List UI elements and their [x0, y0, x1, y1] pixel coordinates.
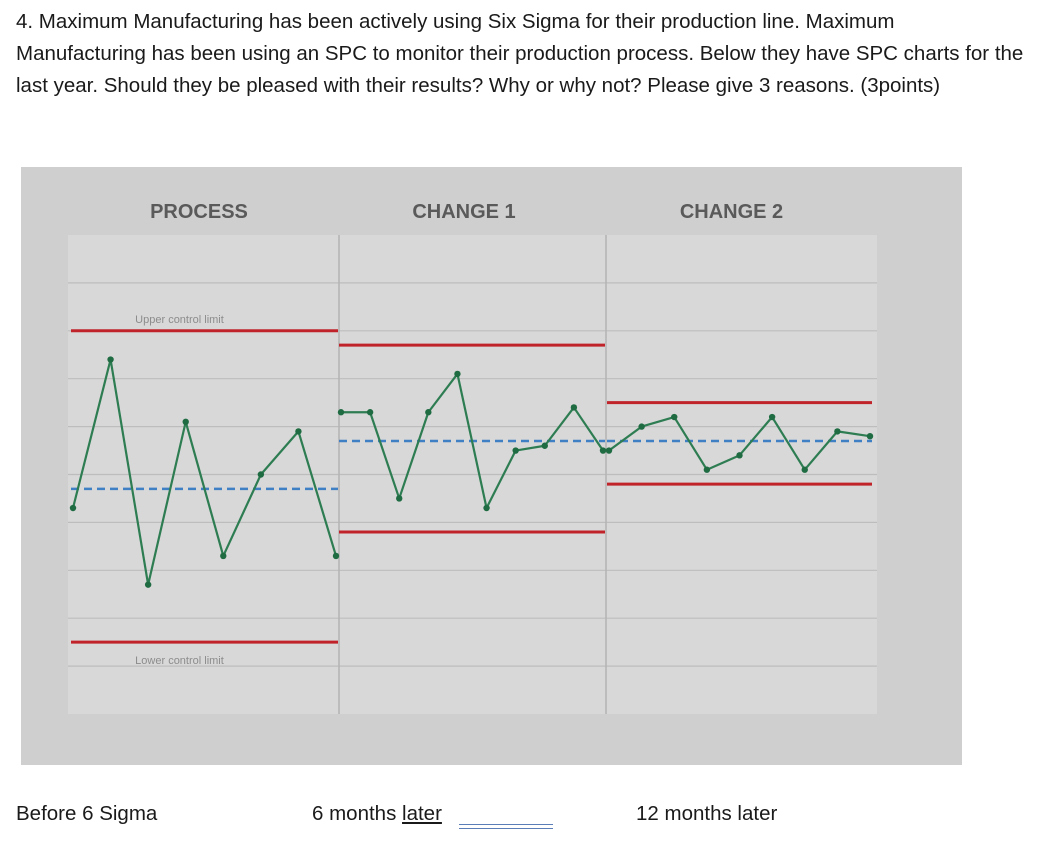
data-point: [703, 466, 711, 473]
upper-control-limit-label: Upper control limit: [135, 314, 224, 326]
data-point: [295, 428, 302, 435]
data-point: [570, 404, 578, 411]
caption-six-months-prefix: 6 months: [312, 802, 403, 825]
data-point: [638, 423, 645, 430]
data-point: [834, 428, 841, 435]
data-series-line: [71, 358, 338, 586]
caption-before-six-sigma: Before 6 Sigma: [16, 802, 158, 825]
caption-underline: [459, 824, 553, 829]
data-point: [541, 442, 548, 449]
data-point: [257, 471, 265, 478]
data-point: [107, 356, 114, 363]
data-point: [599, 447, 607, 454]
data-point: [454, 370, 461, 378]
spc-chart-svg: PROCESS Upper control limit Lower control …: [68, 201, 877, 714]
data-point: [425, 409, 432, 416]
data-point: [801, 466, 808, 473]
spc-chart: PROCESS Upper control limit Lower control …: [21, 167, 962, 765]
panel-title: CHANGE 1: [412, 201, 515, 223]
data-point: [866, 432, 874, 440]
question-text: 4. Maximum Manufacturing has been active…: [16, 10, 1024, 97]
data-point: [605, 447, 613, 454]
data-point: [220, 552, 227, 560]
data-point: [69, 504, 77, 512]
panel-title: CHANGE 2: [680, 201, 783, 223]
data-point: [736, 452, 743, 459]
data-point: [182, 418, 189, 426]
caption-six-months: 6 months later: [312, 800, 442, 828]
panel-title: PROCESS: [150, 201, 248, 223]
data-point: [144, 581, 152, 588]
data-point: [768, 413, 776, 421]
caption-six-months-later: later: [402, 802, 442, 825]
data-series-line: [341, 372, 604, 510]
data-point: [396, 495, 403, 502]
data-point: [332, 552, 340, 560]
data-point: [337, 409, 345, 416]
data-point: [483, 504, 490, 512]
caption-twelve-months: 12 months later: [636, 802, 778, 825]
lower-control-limit-label: Lower control limit: [135, 655, 224, 667]
data-point: [671, 413, 678, 421]
data-point: [366, 409, 374, 416]
data-point: [512, 447, 519, 454]
